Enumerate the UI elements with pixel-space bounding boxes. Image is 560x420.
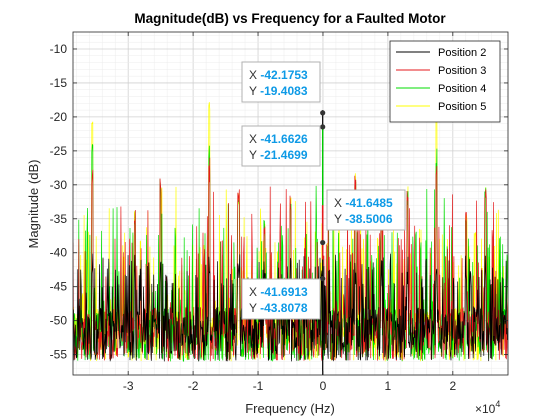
data-tip-x: X -41.6626 (249, 132, 308, 146)
data-tip-x-label: X (249, 68, 260, 82)
data-tip-x-value: -42.1753 (260, 68, 308, 82)
y-axis-label: Magnitude (dB) (26, 160, 41, 249)
data-tip-y: Y -43.8078 (249, 301, 308, 315)
data-tip-x-label: X (249, 285, 260, 299)
data-tip-x: X -42.1753 (249, 68, 308, 82)
x-tick-label: -1 (253, 379, 264, 393)
x-exponent-base: ×10 (475, 402, 496, 416)
legend-label: Position 3 (438, 65, 486, 77)
y-tick-label: -40 (50, 246, 68, 260)
data-tip-y: Y -38.5006 (334, 212, 393, 226)
data-tip-y: Y -21.4699 (249, 148, 308, 162)
legend-label: Position 2 (438, 47, 486, 59)
x-tick-label: 1 (385, 379, 392, 393)
y-axis-ticks: -55 -50 -45 -40 -35 -30 -25 -20 -15 -10 (50, 42, 508, 362)
data-tip-x: X -41.6913 (249, 285, 308, 299)
data-tip-y-value: -43.8078 (260, 301, 308, 315)
x-tick-label: -2 (188, 379, 199, 393)
y-tick-label: -15 (50, 76, 68, 90)
x-axis-label: Frequency (Hz) (245, 401, 335, 416)
y-tick-label: -45 (50, 280, 68, 294)
data-tip-marker (320, 276, 326, 282)
chart-title: Magnitude(dB) vs Frequency for a Faulted… (134, 11, 446, 26)
x-axis-ticks: -3 -2 -1 0 1 2 (123, 32, 456, 393)
data-tip-marker (320, 110, 326, 116)
data-tip-marker (320, 239, 326, 246)
legend-box (389, 40, 501, 123)
x-tick-label: 0 (320, 379, 327, 393)
trace-position-2 (73, 253, 508, 362)
x-tick-label: -3 (123, 379, 134, 393)
spectrum-traces (73, 95, 508, 362)
data-tip-box (241, 61, 321, 103)
data-tip-y-value: -38.5006 (345, 212, 393, 226)
data-tip-marker (320, 124, 326, 130)
y-tick-label: -25 (50, 144, 68, 158)
legend[interactable]: Position 2 Position 3 Position 4 Position 5 (389, 40, 501, 123)
y-tick-label: -20 (50, 110, 68, 124)
x-tick-label: 2 (449, 379, 456, 393)
plot-frame (72, 31, 509, 376)
y-tick-label: -35 (50, 212, 68, 226)
data-tip-y-label: Y (249, 148, 260, 162)
data-tip-x-label: X (249, 132, 260, 146)
data-tip-y-value: -19.4083 (260, 84, 308, 98)
data-tip-box (241, 125, 321, 167)
legend-label: Position 5 (438, 101, 486, 113)
y-tick-label: -50 (50, 314, 68, 328)
data-tip-x-label: X (334, 196, 345, 210)
data-tip-y-label: Y (334, 212, 345, 226)
data-tip-x-value: -41.6485 (345, 196, 393, 210)
x-axis-exponent: ×104 (475, 399, 500, 416)
data-tip-x-value: -41.6913 (260, 285, 308, 299)
data-tip-box (326, 189, 406, 231)
data-tip-y: Y -19.4083 (249, 84, 308, 98)
data-tip-x-value: -41.6626 (260, 132, 308, 146)
data-tip-y-label: Y (249, 301, 260, 315)
data-tip-y-value: -21.4699 (260, 148, 308, 162)
y-tick-label: -10 (50, 42, 68, 56)
y-tick-label: -30 (50, 178, 68, 192)
data-tip-x: X -41.6485 (334, 196, 393, 210)
legend-label: Position 4 (438, 83, 486, 95)
data-tip-y-label: Y (249, 84, 260, 98)
data-tip-box (241, 278, 321, 320)
x-exponent-power: 4 (495, 399, 500, 409)
y-tick-label: -55 (50, 348, 68, 362)
